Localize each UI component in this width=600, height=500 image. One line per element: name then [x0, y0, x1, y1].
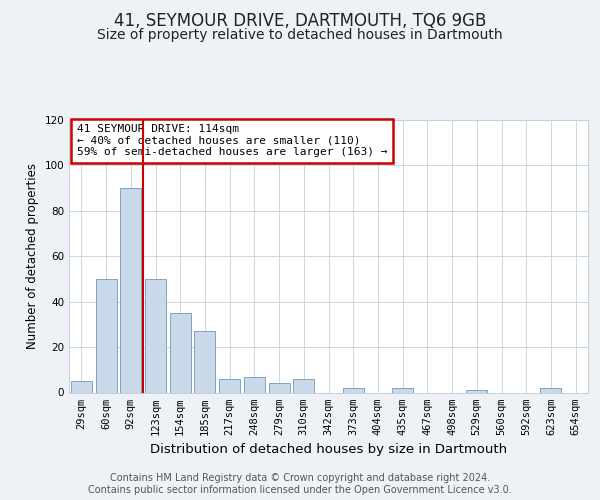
Bar — [466, 390, 487, 392]
Bar — [343, 388, 364, 392]
Bar — [392, 388, 413, 392]
Text: 41, SEYMOUR DRIVE, DARTMOUTH, TQ6 9GB: 41, SEYMOUR DRIVE, DARTMOUTH, TQ6 9GB — [114, 12, 486, 30]
Bar — [145, 279, 166, 392]
Bar — [194, 331, 215, 392]
X-axis label: Distribution of detached houses by size in Dartmouth: Distribution of detached houses by size … — [150, 443, 507, 456]
Bar — [71, 381, 92, 392]
Text: Contains HM Land Registry data © Crown copyright and database right 2024.
Contai: Contains HM Land Registry data © Crown c… — [88, 474, 512, 495]
Bar — [293, 379, 314, 392]
Bar — [95, 279, 116, 392]
Text: 41 SEYMOUR DRIVE: 114sqm
← 40% of detached houses are smaller (110)
59% of semi-: 41 SEYMOUR DRIVE: 114sqm ← 40% of detach… — [77, 124, 387, 158]
Bar — [120, 188, 141, 392]
Y-axis label: Number of detached properties: Number of detached properties — [26, 163, 39, 349]
Bar — [244, 376, 265, 392]
Bar — [269, 384, 290, 392]
Text: Size of property relative to detached houses in Dartmouth: Size of property relative to detached ho… — [97, 28, 503, 42]
Bar — [219, 379, 240, 392]
Bar — [170, 313, 191, 392]
Bar — [541, 388, 562, 392]
